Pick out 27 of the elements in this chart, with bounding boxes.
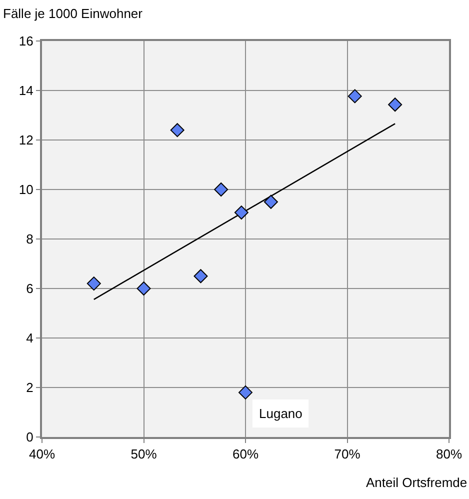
point bbox=[388, 98, 402, 112]
y-tick-label: 12 bbox=[18, 132, 34, 148]
y-tick-label: 0 bbox=[26, 430, 34, 445]
x-tick-label: 70% bbox=[334, 446, 361, 462]
point bbox=[194, 269, 208, 284]
point bbox=[348, 89, 362, 104]
y-axis-title: Fälle je 1000 Einwohner bbox=[3, 6, 144, 21]
x-tick-label: 80% bbox=[436, 446, 462, 462]
point bbox=[136, 282, 151, 296]
point bbox=[214, 182, 228, 196]
y-tick-label: 10 bbox=[18, 182, 34, 198]
x-tick-label: 60% bbox=[232, 446, 259, 462]
y-tick-label: 2 bbox=[26, 380, 34, 396]
point bbox=[264, 194, 278, 209]
y-tick-label: 8 bbox=[26, 232, 34, 247]
x-tick-label: 40% bbox=[28, 446, 56, 462]
point bbox=[170, 123, 184, 138]
point bbox=[238, 385, 252, 400]
point bbox=[86, 276, 101, 291]
y-tick-label: 16 bbox=[18, 34, 34, 49]
x-axis-title: Anteil Ortsfremde bbox=[366, 475, 468, 490]
y-tick-label: 14 bbox=[18, 83, 34, 98]
y-tick-label: 6 bbox=[26, 281, 34, 296]
x-tick-label: 50% bbox=[130, 446, 158, 462]
point bbox=[234, 206, 248, 220]
y-tick-label: 4 bbox=[26, 330, 34, 346]
annotation: Lugano bbox=[259, 406, 302, 421]
